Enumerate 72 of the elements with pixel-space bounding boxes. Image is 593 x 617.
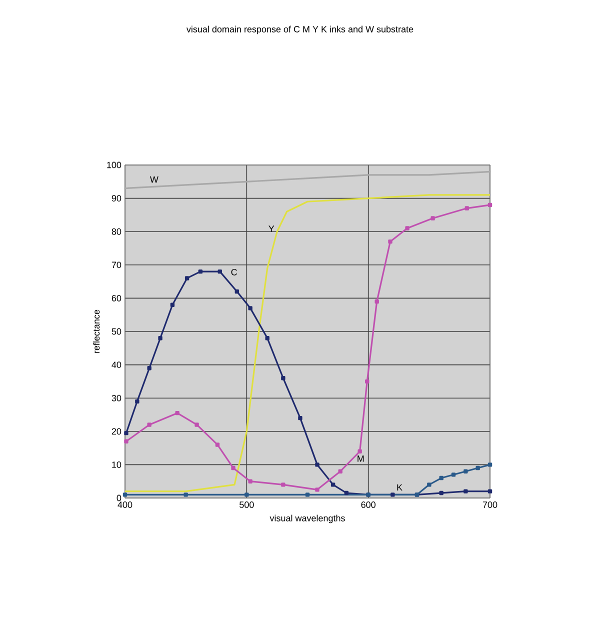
point bbox=[439, 490, 444, 496]
point bbox=[388, 239, 392, 244]
point bbox=[231, 466, 236, 470]
series-label: C bbox=[231, 268, 237, 276]
x-tick-label: 600 bbox=[361, 502, 376, 508]
point bbox=[374, 299, 379, 304]
y-tick-label: 0 bbox=[116, 494, 122, 502]
point bbox=[405, 226, 410, 230]
point bbox=[281, 482, 286, 487]
point bbox=[194, 422, 199, 427]
y-tick-label: 90 bbox=[112, 195, 122, 202]
point bbox=[338, 469, 342, 474]
point bbox=[215, 442, 220, 447]
series-label: Y bbox=[268, 226, 274, 232]
point bbox=[430, 216, 435, 220]
point bbox=[464, 469, 468, 474]
point bbox=[244, 492, 249, 497]
point bbox=[170, 302, 175, 307]
line-series bbox=[124, 170, 491, 190]
point bbox=[198, 269, 203, 274]
point bbox=[122, 492, 128, 497]
point bbox=[135, 399, 140, 404]
point bbox=[365, 379, 370, 384]
point bbox=[344, 490, 349, 496]
point bbox=[390, 492, 395, 497]
point bbox=[147, 422, 152, 427]
y-tick-label: 20 bbox=[112, 428, 122, 435]
point bbox=[315, 488, 320, 492]
y-tick-label: 70 bbox=[112, 262, 122, 268]
point bbox=[358, 449, 362, 454]
y-tick-label: 80 bbox=[112, 228, 122, 235]
point bbox=[281, 376, 286, 380]
x-tick-label: 400 bbox=[118, 502, 132, 508]
point bbox=[265, 336, 270, 340]
point bbox=[488, 202, 492, 208]
x-tick-label: 500 bbox=[240, 502, 254, 508]
point bbox=[330, 482, 336, 487]
point bbox=[464, 206, 469, 210]
point bbox=[488, 489, 492, 494]
y-tick-label: 40 bbox=[112, 362, 122, 368]
point bbox=[147, 366, 152, 370]
point bbox=[305, 492, 310, 497]
point bbox=[315, 462, 320, 467]
y-tick-label: 50 bbox=[112, 328, 122, 335]
point bbox=[184, 276, 190, 280]
point bbox=[298, 416, 302, 420]
point bbox=[451, 472, 456, 477]
x-tick-label: 700 bbox=[482, 502, 498, 508]
point bbox=[488, 462, 492, 467]
point bbox=[158, 336, 162, 340]
point bbox=[124, 439, 128, 444]
point bbox=[476, 466, 480, 470]
y-tick-label: 60 bbox=[112, 295, 122, 302]
point bbox=[427, 482, 432, 487]
point bbox=[439, 476, 444, 480]
series-label: M bbox=[358, 456, 364, 462]
point bbox=[464, 489, 468, 494]
x-axis-title: visual wavelengths bbox=[270, 514, 345, 524]
y-axis-title: reflectance bbox=[92, 310, 100, 353]
point bbox=[124, 430, 128, 436]
y-tick-label: 30 bbox=[112, 394, 122, 402]
chart-title: visual domain response of C M Y K inks and W substrate bbox=[186, 26, 414, 34]
y-tick-label: 100 bbox=[107, 162, 122, 168]
point bbox=[248, 479, 252, 484]
point bbox=[218, 269, 222, 274]
series-label: W bbox=[150, 176, 158, 183]
point bbox=[234, 289, 240, 294]
point bbox=[184, 492, 188, 497]
y-tick-label: 10 bbox=[112, 462, 122, 468]
point bbox=[175, 410, 180, 416]
series-label: K bbox=[397, 484, 402, 491]
point bbox=[248, 306, 252, 310]
